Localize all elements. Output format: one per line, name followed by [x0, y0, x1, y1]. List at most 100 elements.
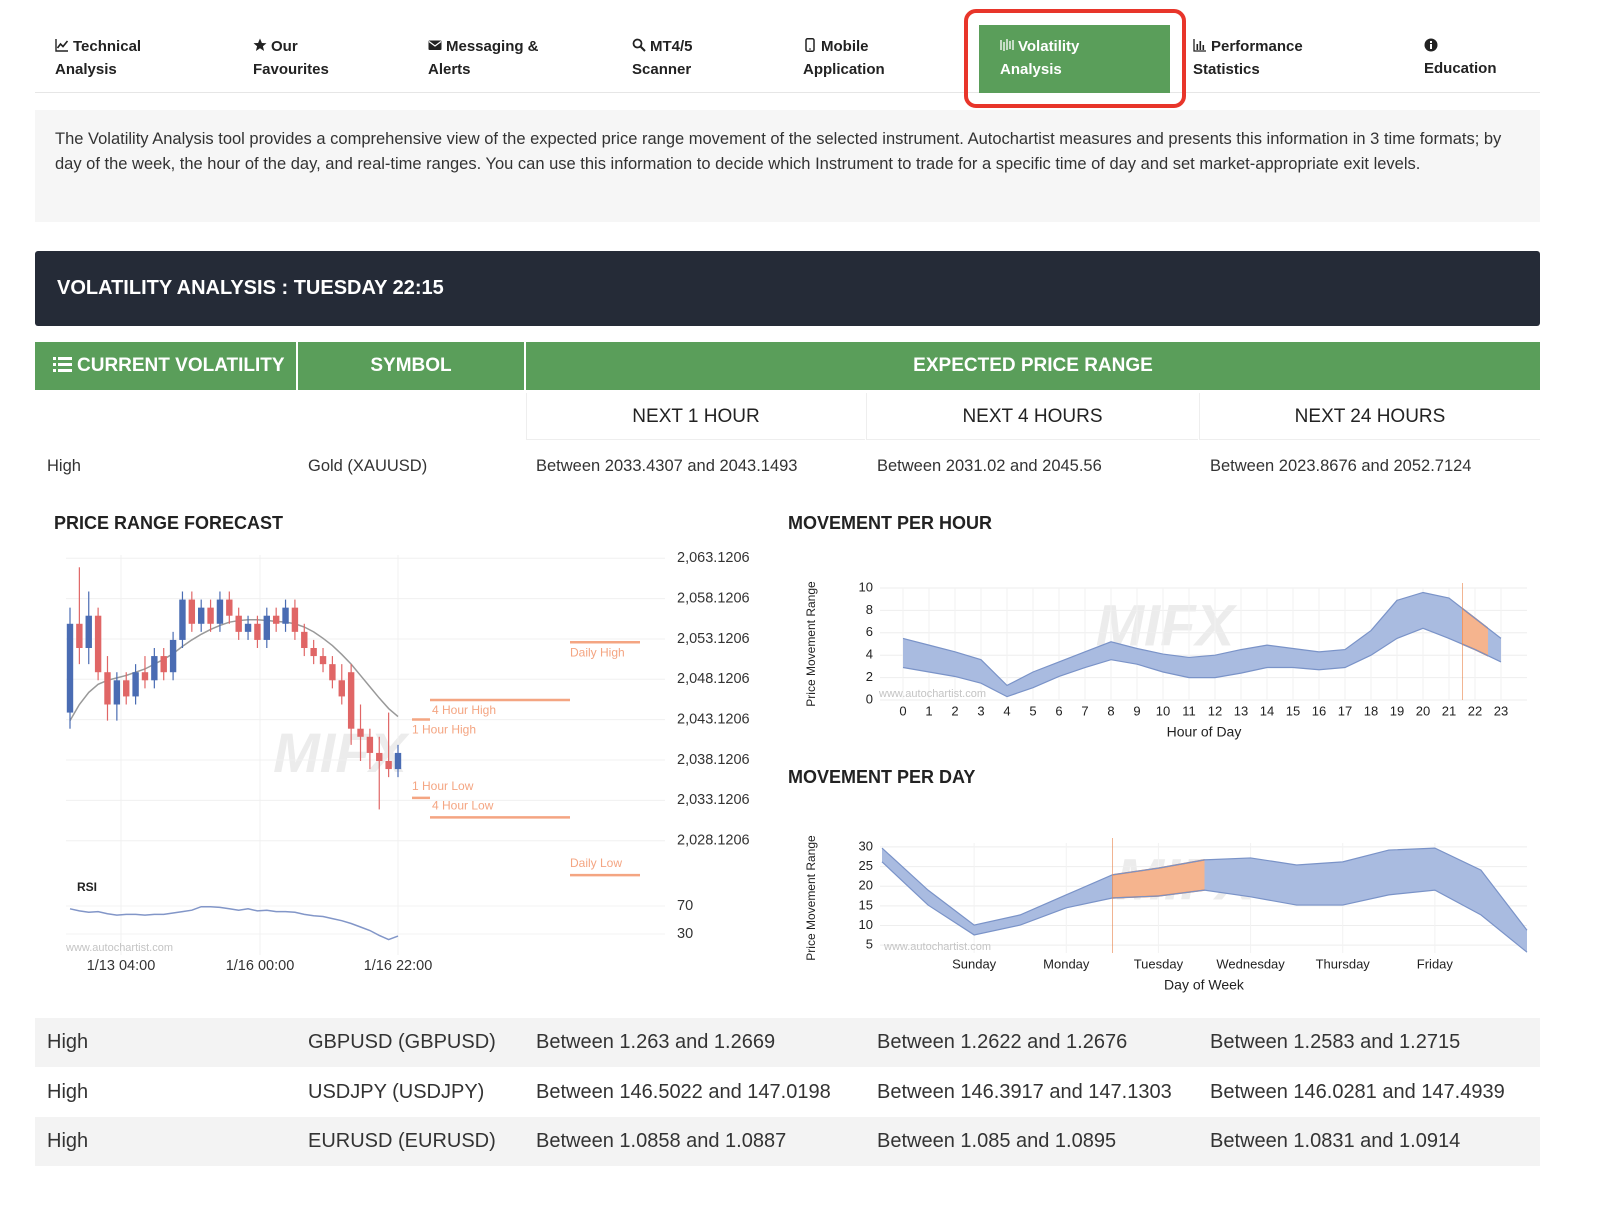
- candle-body: [338, 680, 345, 697]
- nav-item[interactable]: Education: [1424, 36, 1497, 80]
- table-cell: Gold (XAUUSD): [308, 457, 428, 475]
- x-tick-label: 10: [1156, 703, 1170, 718]
- x-tick-label: 15: [1286, 703, 1300, 718]
- band-edge: [881, 861, 1528, 953]
- candle-body: [216, 599, 224, 624]
- nav-label: Scanner: [632, 61, 692, 78]
- nav-divider: [35, 92, 1540, 93]
- table-cell: High: [47, 457, 81, 475]
- x-tick-label: 3: [977, 703, 984, 718]
- nav-item[interactable]: Our Favourites: [253, 36, 329, 81]
- candle-body: [376, 752, 383, 761]
- icon: [803, 37, 817, 59]
- level-label: 4 Hour Low: [432, 799, 494, 813]
- table-cell: Between 1.085 and 1.0895: [877, 1130, 1117, 1152]
- rsi-tick-label: 30: [677, 926, 693, 942]
- candle-body: [188, 599, 196, 624]
- x-tick-label: Sunday: [952, 956, 997, 971]
- candle-body: [366, 736, 374, 753]
- nav-item[interactable]: MT4/5 Scanner: [632, 36, 693, 81]
- nav-label-line: Alerts: [428, 59, 539, 81]
- x-tick-label: 23: [1494, 703, 1508, 718]
- nav-label: Favourites: [253, 61, 329, 78]
- y-tick-label: 6: [866, 624, 873, 639]
- icon-part: [53, 357, 72, 372]
- nav-label-line: Analysis: [1000, 59, 1079, 81]
- description-box: The Volatility Analysis tool provides a …: [35, 110, 1540, 222]
- nav-item[interactable]: Messaging & Alerts: [428, 36, 539, 81]
- x-tick-label: 8: [1107, 703, 1114, 718]
- x-tick-label: 0: [899, 703, 906, 718]
- icon: [1000, 37, 1014, 59]
- table-cell: Between 146.3917 and 147.1303: [877, 1080, 1172, 1103]
- candle-body: [282, 607, 289, 624]
- icon-part: [58, 369, 72, 372]
- icon-part: [1199, 41, 1202, 50]
- candle-body: [85, 615, 92, 648]
- x-tick-label: 1/13 04:00: [87, 958, 156, 974]
- active-tab-outline: [964, 9, 1186, 108]
- x-axis-label: Hour of Day: [1167, 724, 1242, 740]
- icon-part: [805, 38, 815, 52]
- y-tick-label: 2,043.1206: [677, 711, 750, 727]
- x-tick-label: 1/16 00:00: [226, 958, 295, 974]
- nav-item[interactable]: Technical Analysis: [55, 36, 141, 81]
- table-cell: Between 1.0858 and 1.0887: [536, 1130, 787, 1152]
- header-cell: EXPECTED PRICE RANGE: [526, 342, 1540, 390]
- candle-body: [235, 615, 242, 632]
- level-label: 1 Hour High: [412, 723, 476, 737]
- table-cell: High: [47, 1031, 89, 1053]
- candle-body: [319, 656, 327, 665]
- table-cell: GBPUSD (GBPUSD): [308, 1031, 496, 1053]
- candle-body: [329, 664, 336, 681]
- level-label: Daily Low: [570, 856, 622, 870]
- y-axis-label: Price Movement Range: [804, 835, 818, 961]
- nav-label: Our: [271, 38, 298, 55]
- icon-part: [253, 38, 267, 51]
- icon-part: [53, 363, 56, 366]
- highlight-band: [1112, 859, 1205, 899]
- x-tick-label: 1: [925, 703, 932, 718]
- nav-label-line: Our: [253, 36, 329, 59]
- candle-body: [207, 607, 214, 624]
- nav-item[interactable]: Performance Statistics: [1193, 36, 1303, 81]
- x-tick-label: Monday: [1043, 956, 1090, 971]
- candle-body: [291, 607, 299, 632]
- x-tick-label: Friday: [1417, 956, 1454, 971]
- header-title: VOLATILITY ANALYSIS : TUESDAY 22:15: [57, 277, 444, 299]
- nav-label: Analysis: [1000, 61, 1062, 78]
- x-tick-label: 20: [1416, 703, 1430, 718]
- nav-label-line: Messaging &: [428, 36, 539, 59]
- icon-part: [58, 363, 72, 366]
- icon-part: [53, 357, 56, 360]
- candle-body: [104, 672, 111, 705]
- table-cell: Between 146.5022 and 147.0198: [536, 1080, 831, 1103]
- icon-part: [56, 40, 69, 49]
- active-tab: [979, 25, 1170, 93]
- icon: [1424, 37, 1438, 59]
- y-tick-label: 4: [866, 647, 873, 662]
- y-tick-label: 30: [859, 838, 873, 853]
- nav-item[interactable]: Volatility Analysis: [1000, 36, 1079, 81]
- rsi-tick-label: 70: [677, 898, 693, 914]
- nav-label-line: Mobile: [803, 36, 885, 59]
- candle-body: [263, 615, 270, 640]
- candle-body: [394, 752, 402, 770]
- rsi-line: [69, 905, 399, 941]
- icon: [428, 37, 442, 59]
- header-bar: VOLATILITY ANALYSIS : TUESDAY 22:15: [35, 251, 1540, 326]
- x-tick-label: 22: [1468, 703, 1482, 718]
- table-cell: High: [47, 1080, 89, 1103]
- nav-item[interactable]: Mobile Application: [803, 36, 885, 81]
- nav-label: Performance: [1211, 38, 1303, 55]
- table-cell: Between 2033.4307 and 2043.1493: [536, 457, 798, 475]
- y-tick-label: 2,058.1206: [677, 590, 750, 606]
- icon-part: [632, 38, 643, 49]
- candle-body: [141, 672, 149, 681]
- nav-label: Mobile: [821, 38, 869, 55]
- table-cell: Between 2023.8676 and 2052.7124: [1210, 457, 1472, 475]
- moving-average: [69, 619, 399, 722]
- candle-body: [385, 761, 392, 770]
